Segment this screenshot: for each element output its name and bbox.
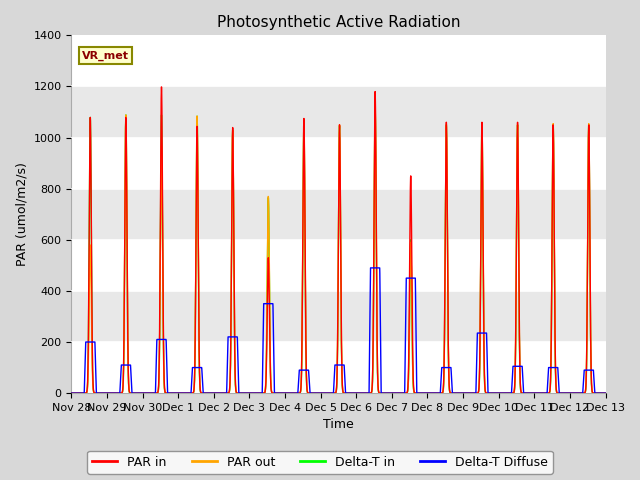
Bar bbox=[72, 86, 605, 138]
Y-axis label: PAR (umol/m2/s): PAR (umol/m2/s) bbox=[15, 162, 28, 266]
Bar bbox=[72, 36, 605, 86]
Title: Photosynthetic Active Radiation: Photosynthetic Active Radiation bbox=[217, 15, 460, 30]
Bar bbox=[72, 342, 605, 393]
Text: VR_met: VR_met bbox=[82, 50, 129, 61]
X-axis label: Time: Time bbox=[323, 419, 354, 432]
Bar bbox=[72, 138, 605, 189]
Legend: PAR in, PAR out, Delta-T in, Delta-T Diffuse: PAR in, PAR out, Delta-T in, Delta-T Dif… bbox=[87, 451, 553, 474]
Bar bbox=[72, 291, 605, 342]
Bar bbox=[72, 189, 605, 240]
Bar bbox=[72, 240, 605, 291]
